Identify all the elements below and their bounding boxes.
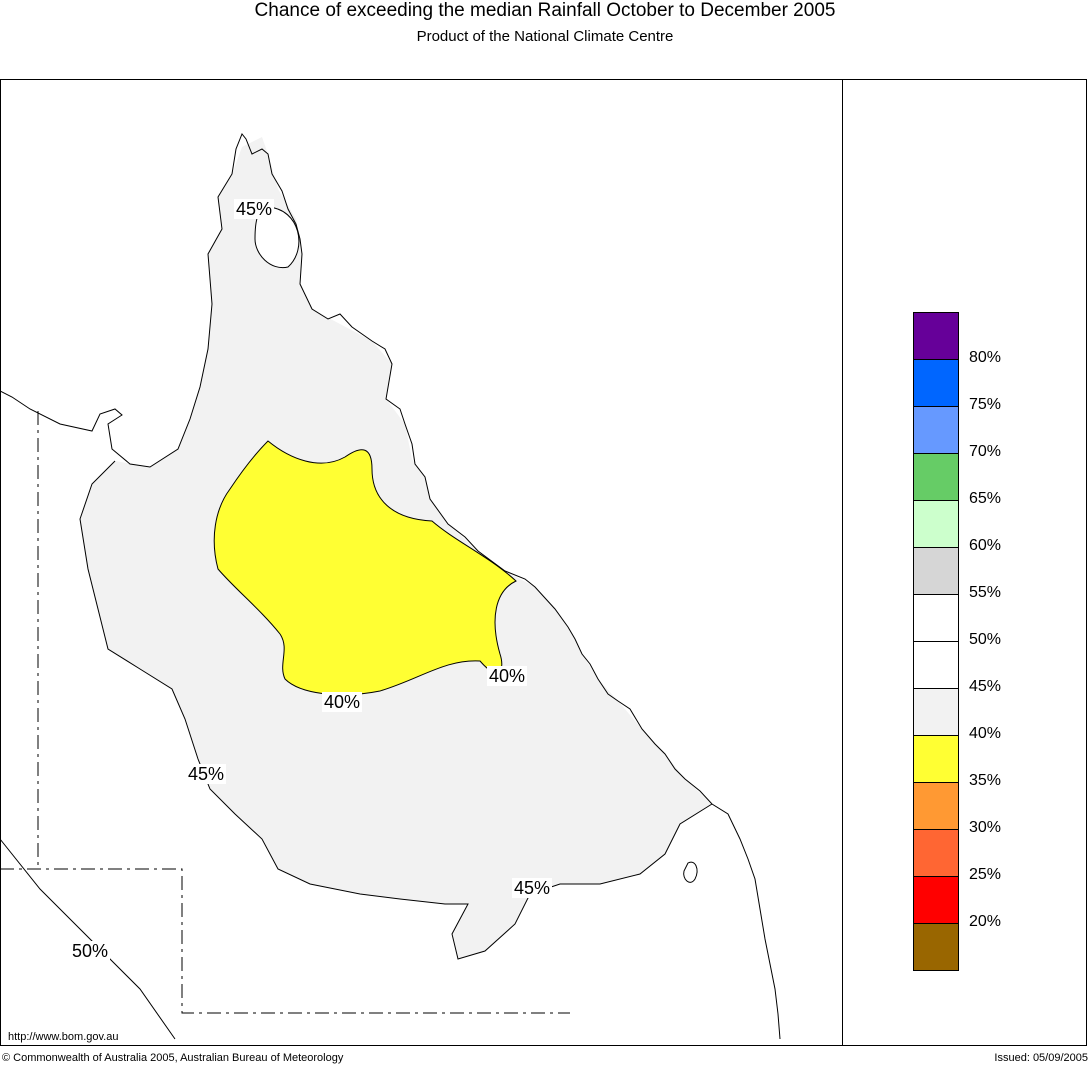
color-legend [913, 312, 959, 971]
label-45-west: 45% [186, 764, 227, 784]
copyright-notice: © Commonwealth of Australia 2005, Austra… [2, 1052, 344, 1064]
legend-tick-label: 25% [969, 866, 1002, 883]
legend-divider [842, 79, 843, 1046]
legend-tick-label: 70% [969, 443, 1002, 460]
legend-swatch [913, 595, 959, 642]
legend-swatch [913, 736, 959, 783]
legend-tick-label: 60% [969, 537, 1002, 554]
legend-tick-label: 40% [969, 725, 1002, 742]
bom-url: http://www.bom.gov.au [8, 1031, 119, 1043]
legend-swatch [913, 454, 959, 501]
label-40-central-right: 40% [487, 666, 528, 686]
island [683, 861, 698, 883]
queensland-map [0, 133, 781, 1040]
label-45-south: 45% [512, 878, 553, 898]
legend-tick-label: 45% [969, 678, 1002, 695]
map-frame [0, 79, 1087, 1046]
legend-tick-label: 50% [969, 631, 1002, 648]
legend-swatch [913, 783, 959, 830]
legend-swatch [913, 501, 959, 548]
legend-tick-label: 20% [969, 913, 1002, 930]
legend-swatch [913, 548, 959, 595]
legend-swatch [913, 407, 959, 454]
label-50-southwest: 50% [70, 941, 111, 961]
legend-tick-label: 80% [969, 349, 1002, 366]
label-40-central-left: 40% [322, 692, 363, 712]
state-border-sa-qld [0, 868, 570, 1014]
map-title: Chance of exceeding the median Rainfall … [254, 0, 836, 21]
legend-swatch [913, 312, 959, 360]
legend-tick-label: 30% [969, 819, 1002, 836]
state-border-nsw [0, 838, 176, 1040]
coastline [0, 133, 781, 1040]
legend-swatch [913, 360, 959, 407]
legend-swatch [913, 877, 959, 924]
gray-region-boundary [79, 460, 713, 960]
legend-swatch [913, 642, 959, 689]
legend-tick-label: 55% [969, 584, 1002, 601]
legend-swatch [913, 830, 959, 877]
legend-tick-label: 35% [969, 772, 1002, 789]
legend-tick-label: 65% [969, 490, 1002, 507]
issued-date: Issued: 05/09/2005 [994, 1052, 1088, 1064]
map-subtitle: Product of the National Climate Centre [416, 28, 674, 45]
region-35-40 [213, 440, 517, 696]
legend-swatch [913, 689, 959, 736]
label-45-north: 45% [234, 199, 275, 219]
legend-swatch [913, 924, 959, 971]
legend-tick-label: 75% [969, 396, 1002, 413]
